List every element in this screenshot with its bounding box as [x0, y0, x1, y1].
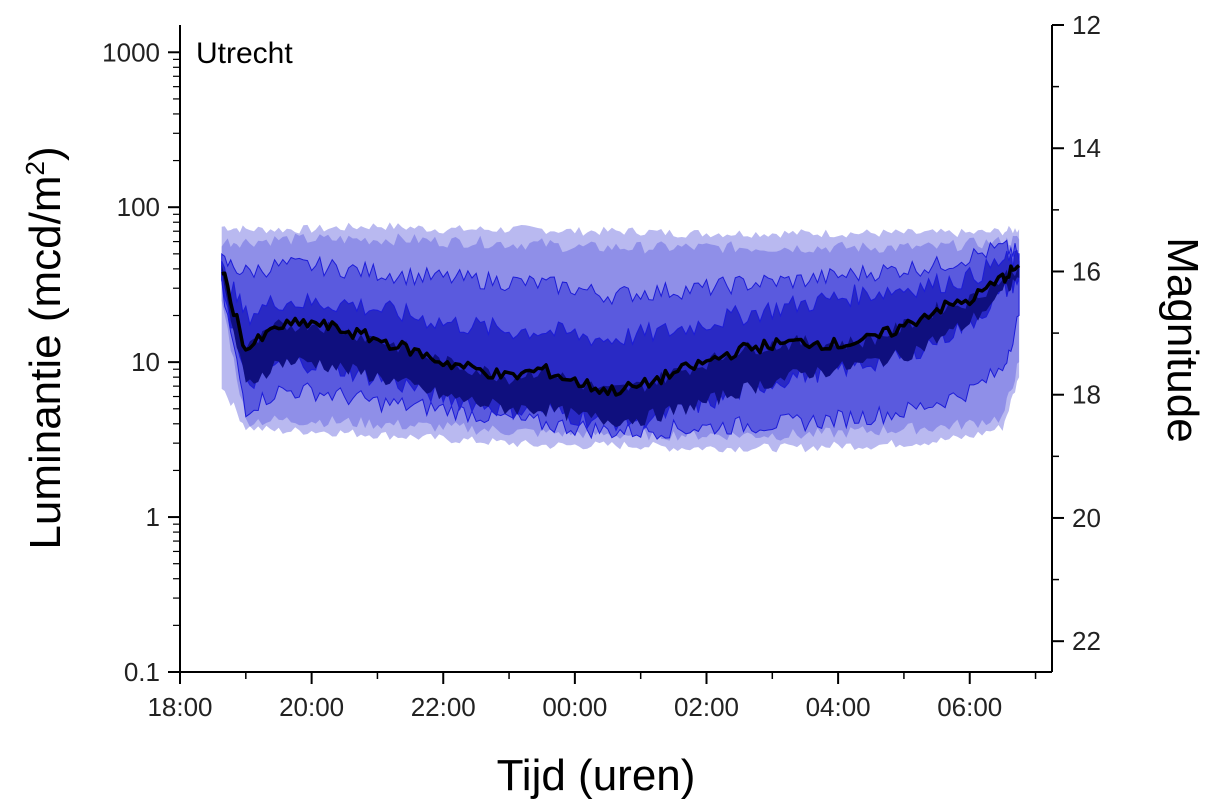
x-tick-label: 02:00 — [674, 692, 739, 722]
median-series — [221, 264, 1021, 397]
percentile-bands — [221, 222, 1020, 453]
axis-ticks — [168, 24, 1064, 684]
x-tick-label: 22:00 — [411, 692, 476, 722]
x-tick-label: 18:00 — [147, 692, 212, 722]
left-y-axis-title-superscript: 2 — [20, 161, 50, 175]
y-right-tick-label: 18 — [1072, 380, 1101, 410]
x-axis-title: Tijd (uren) — [497, 751, 696, 800]
y-left-tick-label: 1000 — [102, 37, 160, 67]
left-y-axis-title-main: Luminantie (mcd/m — [21, 175, 70, 549]
y-left-tick-label: 10 — [131, 347, 160, 377]
right-y-axis-title: Magnitude — [1158, 237, 1207, 442]
x-tick-label: 20:00 — [279, 692, 344, 722]
y-left-tick-label: 1 — [146, 502, 160, 532]
left-y-axis-title: Luminantie (mcd/m2) — [20, 146, 70, 549]
y-left-tick-label: 100 — [117, 192, 160, 222]
tick-labels: 18:00 20:00 22:00 00:00 02:00 04:00 06:00 0.1 1 1… — [102, 10, 1101, 722]
x-tick-label: 00:00 — [542, 692, 607, 722]
y-right-tick-label: 14 — [1072, 133, 1101, 163]
median-line — [221, 264, 1021, 397]
y-right-tick-label: 16 — [1072, 256, 1101, 286]
y-right-tick-label: 20 — [1072, 503, 1101, 533]
x-tick-label: 06:00 — [937, 692, 1002, 722]
band-mid — [221, 239, 1020, 440]
location-annotation: Utrecht — [196, 37, 293, 70]
y-right-tick-label: 12 — [1072, 10, 1101, 40]
x-tick-label: 04:00 — [806, 692, 871, 722]
y-right-tick-label: 22 — [1072, 626, 1101, 656]
y-left-tick-label: 0.1 — [124, 657, 160, 687]
band-core — [221, 264, 1020, 428]
